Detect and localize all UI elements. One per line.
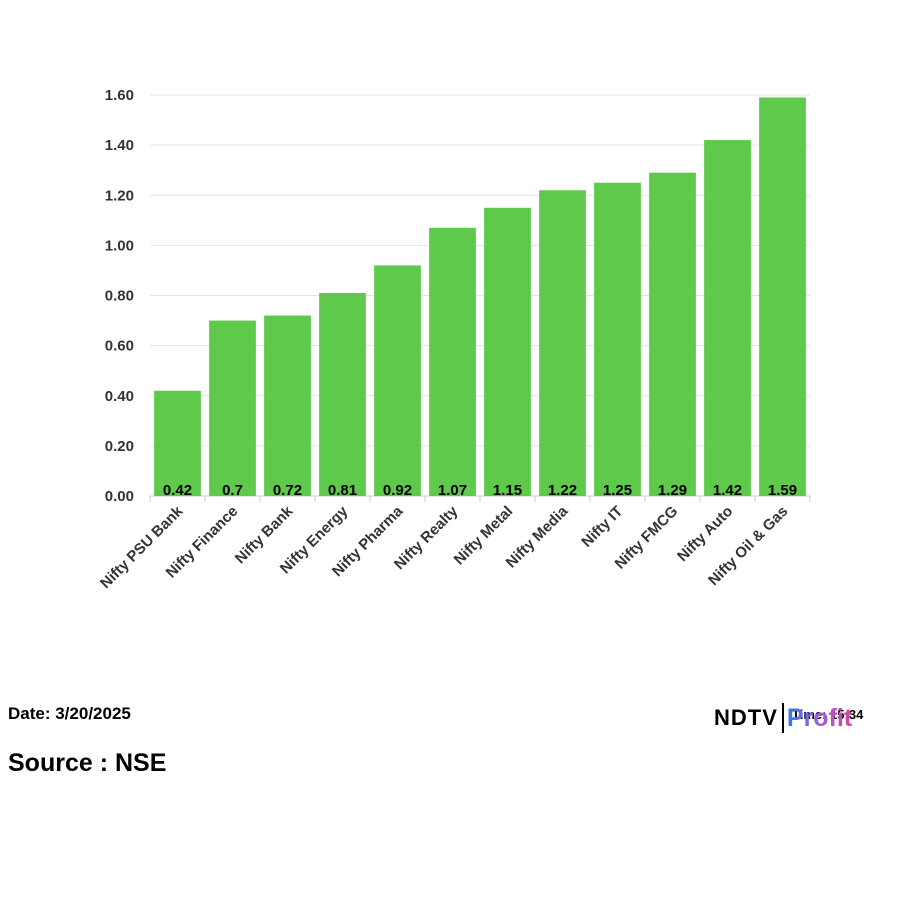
data-label: 0.72 — [273, 482, 302, 499]
gridlines — [150, 94, 810, 497]
data-label: 1.29 — [658, 482, 687, 499]
source-label: Source : NSE — [8, 749, 167, 777]
bar — [759, 97, 806, 496]
date-label: Date: 3/20/2025 — [8, 704, 131, 723]
y-tick-label: 0.40 — [105, 388, 134, 405]
y-tick-label: 1.20 — [105, 187, 134, 204]
bar — [264, 315, 311, 496]
y-tick-label: 0.20 — [105, 438, 134, 455]
y-tick-label: 0.00 — [105, 488, 134, 505]
bar — [484, 207, 531, 496]
y-tick-label: 0.80 — [105, 288, 134, 305]
data-label: 1.42 — [713, 482, 742, 499]
y-tick-label: 1.40 — [105, 137, 134, 154]
bar — [594, 182, 641, 496]
y-tick-label: 1.60 — [105, 87, 134, 104]
bars — [154, 97, 806, 497]
bar — [539, 190, 586, 497]
bar — [209, 320, 256, 496]
data-label: 0.7 — [222, 482, 243, 499]
logo-ndtv-text: NDTV — [714, 705, 778, 730]
y-axis-ticks: 0.00 0.20 0.40 0.60 0.80 1.00 1.20 1.40 1.60 — [105, 87, 134, 505]
data-label: 1.07 — [438, 482, 467, 499]
data-label: 0.92 — [383, 482, 412, 499]
data-label: 1.25 — [603, 482, 632, 499]
bar — [374, 265, 421, 496]
y-tick-label: 0.60 — [105, 338, 134, 355]
bar — [704, 140, 751, 497]
logo-separator — [781, 703, 784, 733]
data-labels: 0.42 0.7 0.72 0.81 0.92 1.07 1.15 1.22 1.25 1.29 1… — [163, 482, 797, 499]
bar — [319, 292, 366, 496]
bar — [429, 227, 476, 497]
data-label: 1.22 — [548, 482, 577, 499]
bar — [154, 390, 201, 496]
logo-profit-text: Profit — [786, 703, 853, 732]
data-label: 0.42 — [163, 482, 192, 499]
data-label: 1.59 — [768, 482, 797, 499]
data-label: 0.81 — [328, 482, 357, 499]
ndtv-profit-logo: NDTV Profit — [714, 700, 852, 736]
time-label: Time: 15:34 — [792, 707, 863, 722]
x-category-label: Nifty IT — [578, 503, 626, 551]
data-label: 1.15 — [493, 482, 522, 499]
bar — [649, 172, 696, 496]
bar-chart: 0.00 0.20 0.40 0.60 0.80 1.00 1.20 1.40 1.60 0.4… — [97, 87, 811, 592]
y-tick-label: 1.00 — [105, 237, 134, 254]
